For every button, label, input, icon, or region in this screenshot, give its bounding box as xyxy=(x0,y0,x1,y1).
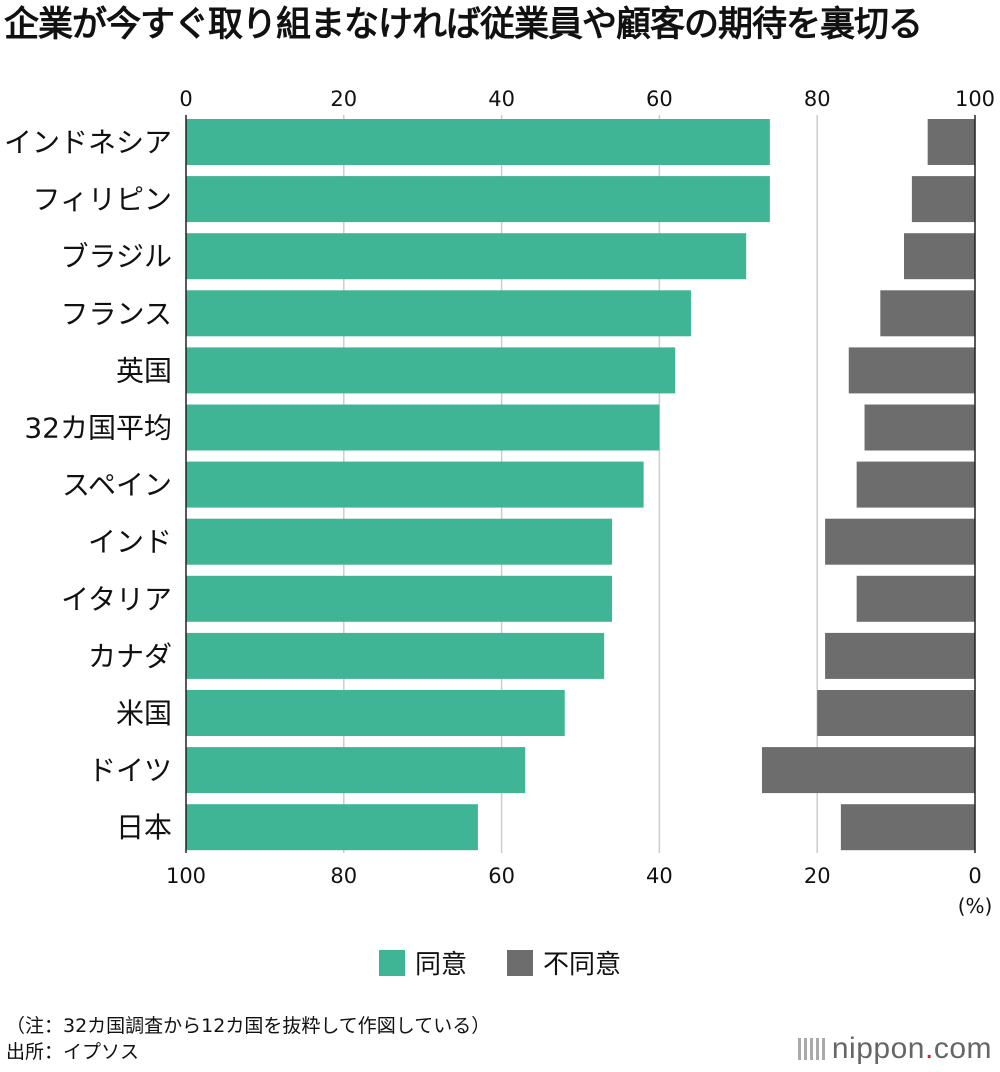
disagree-bar xyxy=(817,690,975,736)
category-label: インド xyxy=(88,526,172,559)
footnote: （注：32カ国調査から12カ国を抜粋して作図している） 出所：イプソス xyxy=(6,1013,490,1065)
top-tick-label: 20 xyxy=(330,87,357,111)
category-label: 米国 xyxy=(116,697,172,730)
legend-swatch-disagree xyxy=(507,949,533,976)
top-tick-label: 40 xyxy=(488,87,515,111)
legend-label-agree: 同意 xyxy=(414,950,467,980)
agree-bars xyxy=(186,119,770,851)
category-label: 32カ国平均 xyxy=(24,412,172,445)
top-tick-label: 0 xyxy=(179,87,192,111)
legend-item-agree: 同意 xyxy=(378,944,467,981)
bottom-tick-label: 20 xyxy=(804,864,831,888)
diverging-bar-chart: 0 20 40 60 80 100 100 80 60 40 20 0 インドネシアフィリピンブラジ… xyxy=(4,87,995,918)
agree-bar xyxy=(186,347,676,394)
disagree-bar xyxy=(864,404,975,451)
disagree-bar xyxy=(903,233,975,280)
category-label: 英国 xyxy=(116,354,172,387)
agree-bar xyxy=(186,518,613,565)
agree-bar xyxy=(186,804,478,851)
legend-item-disagree: 不同意 xyxy=(507,944,621,981)
disagree-bar xyxy=(761,747,975,794)
legend-label-disagree: 不同意 xyxy=(543,950,622,980)
agree-bar xyxy=(186,461,644,508)
category-label: イタリア xyxy=(61,583,172,616)
logo-mark-icon xyxy=(797,1038,826,1060)
disagree-bar xyxy=(856,461,975,508)
bottom-tick-label: 0 xyxy=(968,864,981,888)
disagree-bar xyxy=(880,290,975,337)
agree-bar xyxy=(186,404,660,451)
disagree-bars xyxy=(761,119,975,851)
chart-title: 企業が今すぐ取り組まなければ従業員や顧客の期待を裏切る xyxy=(4,5,923,45)
category-label: ドイツ xyxy=(88,754,172,787)
disagree-bar xyxy=(825,632,975,679)
logo-dot: . xyxy=(924,1032,934,1065)
top-tick-label: 80 xyxy=(804,87,831,111)
disagree-bar xyxy=(927,119,975,165)
top-tick-label: 100 xyxy=(955,87,995,111)
note-text: （注：32カ国調査から12カ国を抜粋して作図している） xyxy=(6,1015,491,1037)
top-axis-ticks: 0 20 40 60 80 100 xyxy=(179,87,995,111)
agree-bar xyxy=(186,747,526,794)
disagree-bar xyxy=(840,804,975,851)
disagree-bar xyxy=(856,575,975,622)
bottom-axis-ticks: 100 80 60 40 20 0 xyxy=(166,864,982,888)
bottom-tick-label: 60 xyxy=(488,864,515,888)
nippon-logo: nippon.com xyxy=(797,1032,992,1066)
disagree-bar xyxy=(911,176,975,223)
legend: 同意 不同意 xyxy=(0,944,1000,981)
logo-main: nippon xyxy=(831,1032,925,1065)
disagree-bar xyxy=(848,347,975,394)
agree-bar xyxy=(186,690,565,736)
category-label: ブラジル xyxy=(61,240,172,273)
agree-bar xyxy=(186,119,770,165)
bottom-tick-label: 100 xyxy=(166,864,206,888)
agree-bar xyxy=(186,575,613,622)
category-label: インドネシア xyxy=(4,126,172,159)
bottom-tick-label: 40 xyxy=(646,864,673,888)
category-label: カナダ xyxy=(88,640,172,673)
category-label: スペイン xyxy=(62,469,172,502)
category-label: 日本 xyxy=(116,811,172,844)
agree-bar xyxy=(186,233,747,280)
unit-label: (%) xyxy=(958,894,993,918)
legend-swatch-agree xyxy=(378,949,405,976)
top-tick-label: 60 xyxy=(646,87,673,111)
source-text: 出所：イプソス xyxy=(6,1041,140,1063)
category-label: フランス xyxy=(61,297,172,330)
disagree-bar xyxy=(825,518,975,565)
logo-suffix: com xyxy=(933,1032,992,1065)
category-label: フィリピン xyxy=(33,183,172,216)
agree-bar xyxy=(186,176,770,223)
agree-bar xyxy=(186,290,691,337)
agree-bar xyxy=(186,632,605,679)
bottom-tick-label: 80 xyxy=(330,864,357,888)
